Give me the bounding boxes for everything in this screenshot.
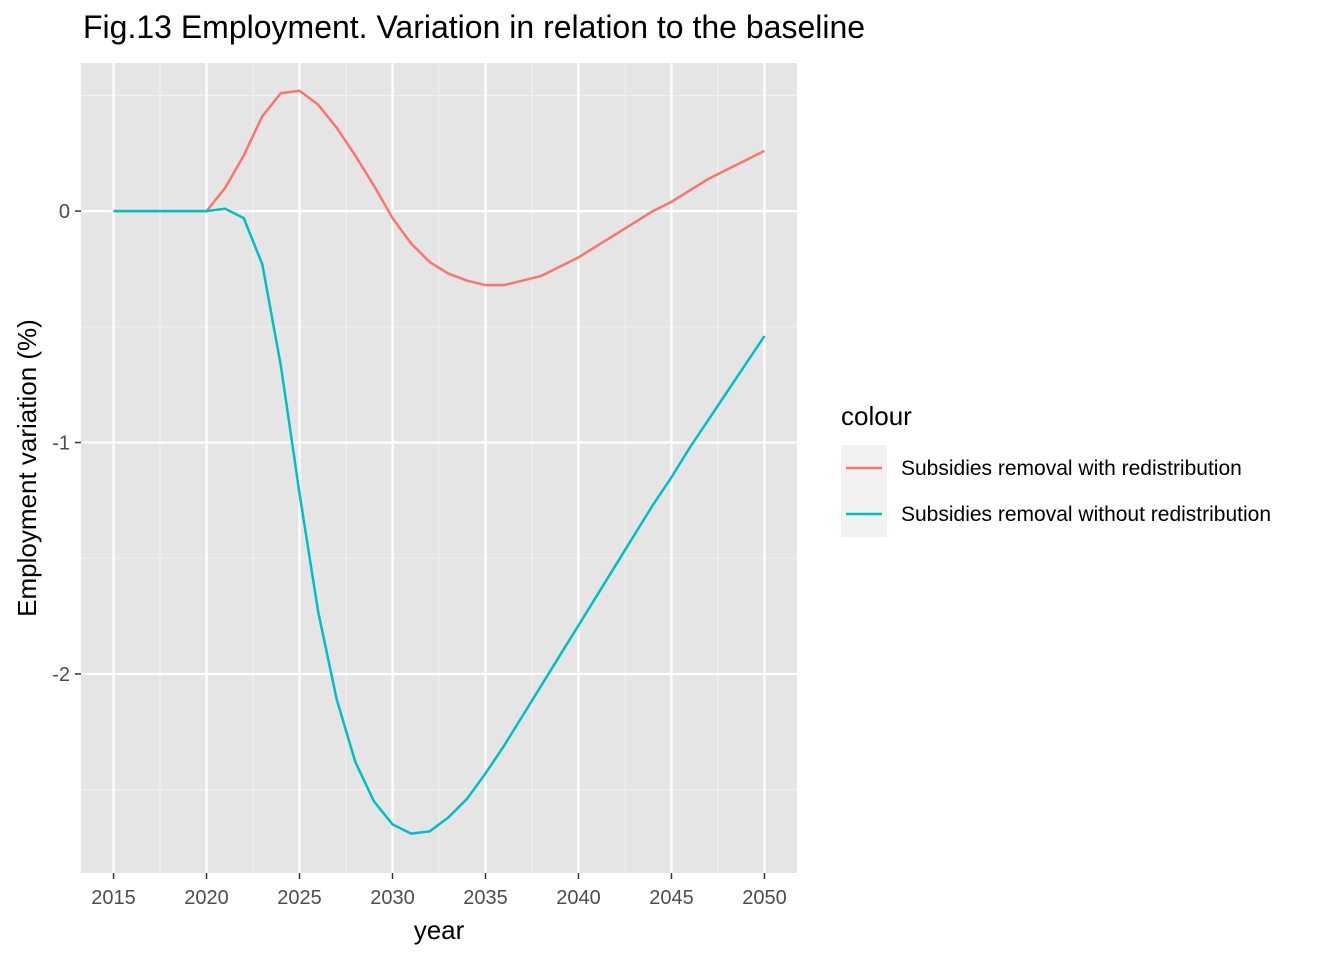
x-tick-label: 2050 xyxy=(742,887,787,909)
y-axis-title: Employment variation (%) xyxy=(12,319,42,617)
x-tick-label: 2030 xyxy=(370,887,415,909)
x-tick-label: 2035 xyxy=(463,887,508,909)
series-line-1 xyxy=(113,89,766,287)
chart-title: Fig.13 Employment. Variation in relation… xyxy=(83,9,865,45)
y-tick-label: -2 xyxy=(52,664,70,686)
x-tick-label: 2045 xyxy=(649,887,694,909)
x-tick-label: 2015 xyxy=(91,887,136,909)
x-tick-label: 2040 xyxy=(556,887,601,909)
x-axis-ticks: 2015 2020 2025 2030 2035 2040 2045 2050 xyxy=(91,873,787,909)
x-axis-title: year xyxy=(414,915,465,945)
x-tick-label: 2020 xyxy=(184,887,229,909)
y-axis-ticks: 0 -1 -2 xyxy=(52,201,81,686)
minor-gridlines xyxy=(81,63,797,873)
legend-label-2: Subsidies removal without redistribution xyxy=(901,503,1271,526)
legend: colour Subsidies removal with redistribu… xyxy=(841,401,1271,537)
major-gridlines xyxy=(81,63,797,873)
legend-title: colour xyxy=(841,401,912,431)
x-tick-label: 2025 xyxy=(277,887,322,909)
series-lines xyxy=(113,89,766,835)
series-line-2 xyxy=(113,207,766,835)
y-tick-label: -1 xyxy=(52,433,70,455)
y-tick-label: 0 xyxy=(59,201,70,223)
legend-label-1: Subsidies removal with redistribution xyxy=(901,457,1242,480)
